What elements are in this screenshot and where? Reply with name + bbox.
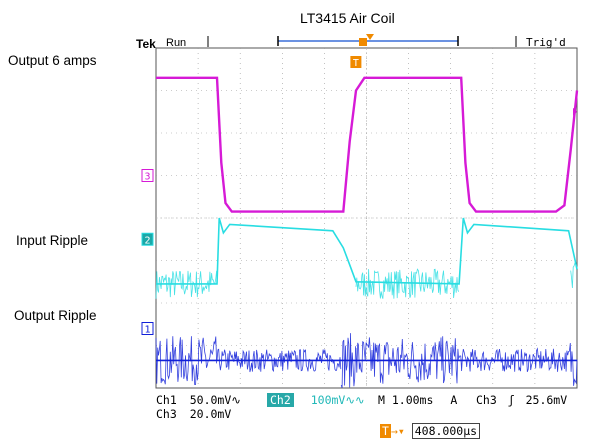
label-output-ripple: Output Ripple xyxy=(14,308,97,323)
input-ripple-noise xyxy=(155,270,217,299)
trigger-slope-icon: ʃ xyxy=(507,393,515,407)
readout-row-1: Ch1 50.0mV∿ xyxy=(156,393,241,407)
ch2-marker: 2 xyxy=(144,235,150,246)
trigger-level: 25.6mV xyxy=(525,393,568,407)
record-position-bar xyxy=(207,34,517,47)
trigger-status: Trig'd xyxy=(526,36,566,49)
arrow-right-icon: →▾ xyxy=(390,424,405,438)
ch1-marker-box xyxy=(141,322,154,335)
label-output-current: Output 6 amps xyxy=(8,53,97,68)
channel-markers: 3 2 1 T xyxy=(141,56,577,336)
ch1-marker: 1 xyxy=(144,325,150,336)
trigger-position-marker xyxy=(359,38,367,46)
trigger-level-marker-box xyxy=(350,56,362,68)
label-input-ripple: Input Ripple xyxy=(16,233,89,248)
graticule xyxy=(155,47,578,389)
output-ripple-noise xyxy=(155,336,217,386)
ch1-label: Ch1 xyxy=(156,393,177,407)
brand-logo: Tek xyxy=(136,37,156,51)
ch2-scale: 100mV xyxy=(310,393,346,407)
ch2-label: Ch2 xyxy=(267,393,294,407)
timebase: M 1.00ms xyxy=(378,393,434,407)
chart-title: LT3415 Air Coil xyxy=(300,10,395,26)
ch3-label: Ch3 xyxy=(156,407,177,421)
ch3-marker-box xyxy=(141,169,154,182)
trace-output-current xyxy=(156,76,579,213)
readout-trigger-position: T →▾ 408.000µs xyxy=(380,423,481,439)
ch1-scale: 50.0mV xyxy=(189,393,232,407)
trigger-position: 408.000µs xyxy=(411,423,481,439)
ch3-scale: 20.0mV xyxy=(189,407,232,421)
trigger-mode: A xyxy=(450,393,458,407)
trigger-source: Ch3 xyxy=(476,393,497,407)
ch3-marker: 3 xyxy=(144,172,150,183)
output-ripple-noise xyxy=(568,342,578,386)
trace-input-ripple xyxy=(156,217,578,285)
readout-trigger: Ch3 ʃ 25.6mV xyxy=(476,393,567,407)
readout-ch2: Ch2 100mV∿∿ xyxy=(267,393,365,407)
ch2-marker-box xyxy=(141,232,154,246)
bandwidth-icon: ∿∿ xyxy=(345,393,365,407)
output-ripple-noise xyxy=(458,347,569,372)
trigger-level-marker: T xyxy=(353,58,359,69)
ac-coupling-icon: ∿ xyxy=(231,393,241,407)
output-ripple-noise xyxy=(340,333,356,389)
readout-timebase: M 1.00ms A xyxy=(378,393,457,407)
readout-row-2: Ch3 20.0mV xyxy=(156,407,231,421)
traces xyxy=(155,76,579,389)
trigger-level-pointer xyxy=(573,107,577,116)
run-state: Run xyxy=(166,37,187,49)
trigger-position-icon: T xyxy=(380,424,391,438)
